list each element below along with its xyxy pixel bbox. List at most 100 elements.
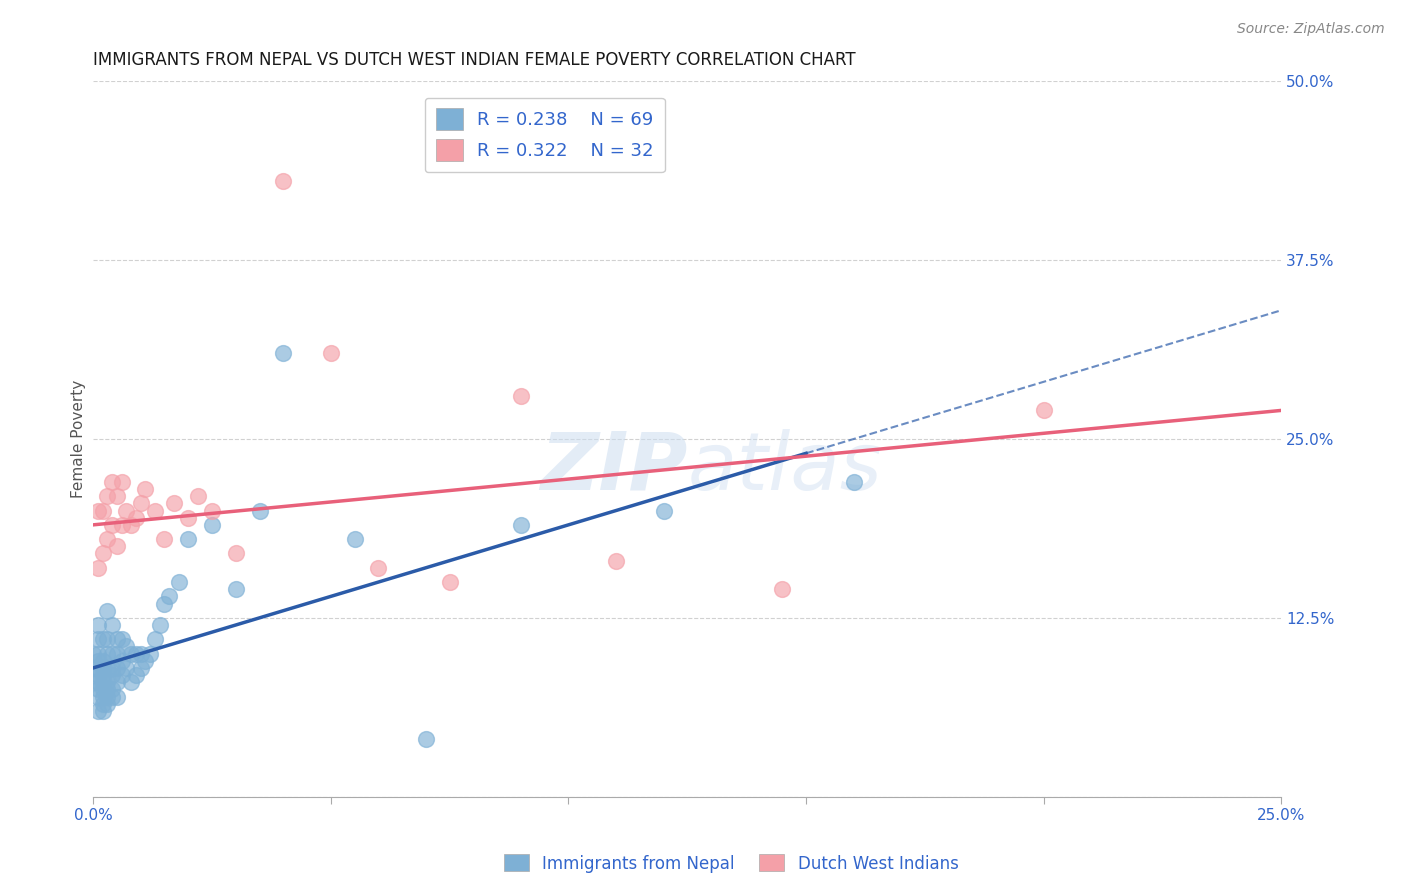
Point: [157, 590, 180, 604]
Point: [96, 697, 118, 711]
Point: [91, 697, 114, 711]
Point: [120, 517, 142, 532]
Point: [143, 632, 166, 647]
Point: [96, 661, 118, 675]
Point: [343, 532, 366, 546]
Point: [149, 618, 172, 632]
Point: [105, 661, 128, 675]
Point: [187, 489, 209, 503]
Point: [91, 690, 114, 704]
Point: [82, 661, 104, 675]
Point: [101, 690, 124, 704]
Point: [167, 575, 190, 590]
Point: [96, 604, 118, 618]
Point: [111, 517, 134, 532]
Point: [125, 668, 148, 682]
Point: [367, 561, 389, 575]
Point: [120, 675, 142, 690]
Point: [87, 675, 110, 690]
Point: [82, 647, 104, 661]
Point: [163, 496, 186, 510]
Point: [87, 618, 110, 632]
Point: [87, 690, 110, 704]
Point: [91, 503, 114, 517]
Point: [87, 647, 110, 661]
Point: [271, 346, 294, 360]
Point: [101, 647, 124, 661]
Point: [91, 546, 114, 560]
Point: [105, 489, 128, 503]
Point: [91, 661, 114, 675]
Point: [101, 517, 124, 532]
Point: [129, 647, 152, 661]
Point: [153, 532, 176, 546]
Point: [115, 661, 138, 675]
Point: [201, 517, 224, 532]
Point: [101, 661, 124, 675]
Point: [249, 503, 271, 517]
Point: [134, 482, 156, 496]
Point: [87, 632, 110, 647]
Text: Source: ZipAtlas.com: Source: ZipAtlas.com: [1237, 22, 1385, 37]
Point: [82, 675, 104, 690]
Point: [87, 661, 110, 675]
Point: [96, 647, 118, 661]
Point: [115, 503, 138, 517]
Point: [91, 682, 114, 697]
Point: [105, 647, 128, 661]
Point: [91, 632, 114, 647]
Point: [111, 632, 134, 647]
Point: [96, 690, 118, 704]
Point: [101, 475, 124, 489]
Point: [271, 174, 294, 188]
Point: [143, 503, 166, 517]
Point: [87, 704, 110, 718]
Point: [115, 640, 138, 654]
Point: [96, 675, 118, 690]
Point: [201, 503, 224, 517]
Point: [134, 654, 156, 668]
Point: [87, 503, 110, 517]
Point: [111, 654, 134, 668]
Point: [96, 632, 118, 647]
Point: [510, 389, 533, 403]
Point: [125, 510, 148, 524]
Point: [96, 489, 118, 503]
Point: [510, 517, 533, 532]
Point: [111, 475, 134, 489]
Point: [91, 704, 114, 718]
Point: [125, 647, 148, 661]
Text: ZIP: ZIP: [540, 429, 688, 507]
Text: IMMIGRANTS FROM NEPAL VS DUTCH WEST INDIAN FEMALE POVERTY CORRELATION CHART: IMMIGRANTS FROM NEPAL VS DUTCH WEST INDI…: [93, 51, 856, 69]
Legend: R = 0.238    N = 69, R = 0.322    N = 32: R = 0.238 N = 69, R = 0.322 N = 32: [425, 97, 665, 172]
Point: [842, 475, 865, 489]
Point: [91, 654, 114, 668]
Point: [177, 532, 200, 546]
Point: [87, 654, 110, 668]
Point: [96, 532, 118, 546]
Point: [91, 668, 114, 682]
Point: [439, 575, 461, 590]
Point: [605, 553, 627, 567]
Point: [87, 668, 110, 682]
Point: [87, 561, 110, 575]
Point: [105, 539, 128, 553]
Point: [87, 682, 110, 697]
Point: [96, 682, 118, 697]
Point: [319, 346, 342, 360]
Point: [153, 597, 176, 611]
Point: [129, 661, 152, 675]
Point: [105, 632, 128, 647]
Point: [177, 510, 200, 524]
Point: [105, 690, 128, 704]
Point: [101, 618, 124, 632]
Point: [652, 503, 675, 517]
Point: [225, 546, 247, 560]
Point: [225, 582, 247, 597]
Point: [105, 675, 128, 690]
Point: [101, 668, 124, 682]
Point: [129, 496, 152, 510]
Y-axis label: Female Poverty: Female Poverty: [72, 380, 86, 498]
Point: [91, 675, 114, 690]
Point: [111, 668, 134, 682]
